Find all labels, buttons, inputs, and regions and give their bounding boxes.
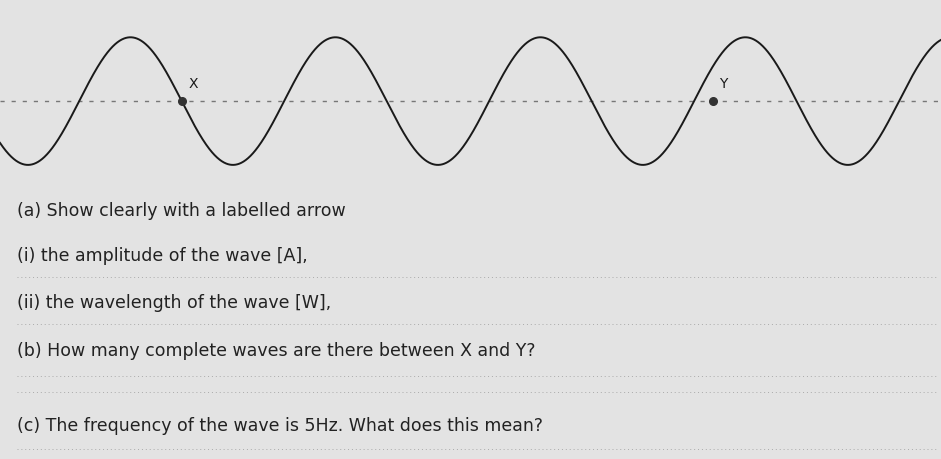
Text: (i) the amplitude of the wave [A],: (i) the amplitude of the wave [A], [17,246,308,264]
Text: Y: Y [719,77,727,91]
Text: (a) Show clearly with a labelled arrow: (a) Show clearly with a labelled arrow [17,202,345,219]
Text: (ii) the wavelength of the wave [W],: (ii) the wavelength of the wave [W], [17,293,331,311]
Text: X: X [188,77,198,91]
Text: (b) How many complete waves are there between X and Y?: (b) How many complete waves are there be… [17,341,535,359]
Text: (c) The frequency of the wave is 5Hz. What does this mean?: (c) The frequency of the wave is 5Hz. Wh… [17,416,543,434]
